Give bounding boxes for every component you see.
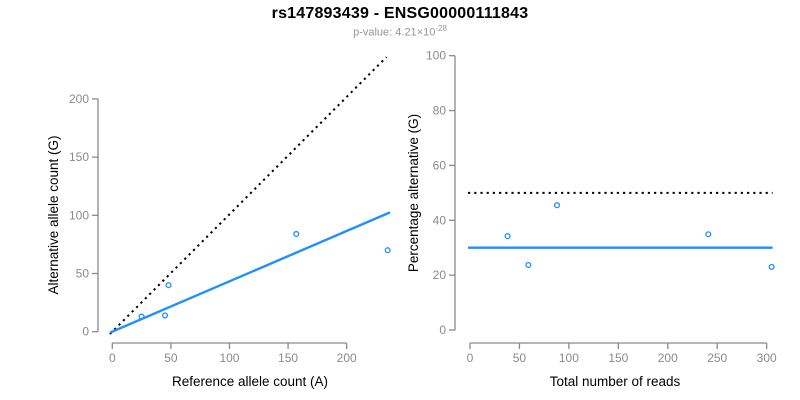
figure-title: rs147893439 - ENSG00000111843 bbox=[271, 5, 529, 22]
x-tick-label: 100 bbox=[559, 351, 579, 365]
y-tick-label: 100 bbox=[69, 208, 89, 222]
y-tick-label: 40 bbox=[433, 213, 447, 227]
x-tick-label: 200 bbox=[658, 351, 678, 365]
x-tick-label: 300 bbox=[757, 351, 777, 365]
data-point bbox=[553, 202, 561, 209]
x-tick-label: 200 bbox=[337, 351, 357, 365]
right-scatter-panel: 0 20 40 60 80 100 0 50 100 150 200 250 300 Total numb… bbox=[406, 49, 777, 389]
data-point bbox=[768, 263, 775, 270]
p-value-text: p-value: 4.21×10 bbox=[353, 26, 436, 39]
x-tick-label: 50 bbox=[513, 351, 527, 365]
x-tick-label: 100 bbox=[219, 351, 239, 365]
data-point bbox=[504, 233, 511, 240]
data-point bbox=[705, 231, 712, 238]
y-tick-label: 80 bbox=[433, 104, 447, 118]
figure-subtitle: p-value: 4.21×10-28 bbox=[0, 24, 800, 39]
x-tick-label: 0 bbox=[467, 351, 474, 365]
x-tick-label: 0 bbox=[109, 351, 116, 365]
regression-line bbox=[109, 211, 391, 334]
y-axis-title: Percentage alternative (G) bbox=[406, 114, 421, 272]
y-tick-label: 0 bbox=[439, 323, 446, 337]
data-point bbox=[165, 282, 172, 289]
x-tick-label: 150 bbox=[278, 351, 298, 365]
y-tick-label: 150 bbox=[69, 150, 89, 164]
data-point bbox=[525, 261, 532, 269]
x-tick-label: 50 bbox=[164, 351, 178, 365]
left-scatter-panel: 0 50 100 150 200 0 50 100 150 200 Reference allele… bbox=[46, 56, 391, 389]
y-axis-title: Alternative allele count (G) bbox=[46, 135, 61, 294]
y-tick-label: 60 bbox=[433, 158, 447, 172]
y-tick-label: 20 bbox=[433, 268, 447, 282]
data-point bbox=[293, 230, 300, 237]
y-tick-label: 0 bbox=[82, 325, 89, 339]
y-tick-label: 200 bbox=[69, 92, 89, 106]
y-tick-label: 100 bbox=[426, 49, 446, 63]
data-point bbox=[138, 313, 145, 320]
x-axis-title: Total number of reads bbox=[550, 374, 681, 389]
y-tick-label: 50 bbox=[76, 267, 90, 281]
data-point bbox=[161, 312, 169, 319]
p-value-exponent: -28 bbox=[435, 24, 447, 33]
x-axis-title: Reference allele count (A) bbox=[172, 374, 328, 389]
identity-line bbox=[109, 56, 388, 335]
data-point bbox=[384, 247, 391, 254]
x-tick-label: 250 bbox=[707, 351, 727, 365]
x-tick-label: 150 bbox=[608, 351, 628, 365]
